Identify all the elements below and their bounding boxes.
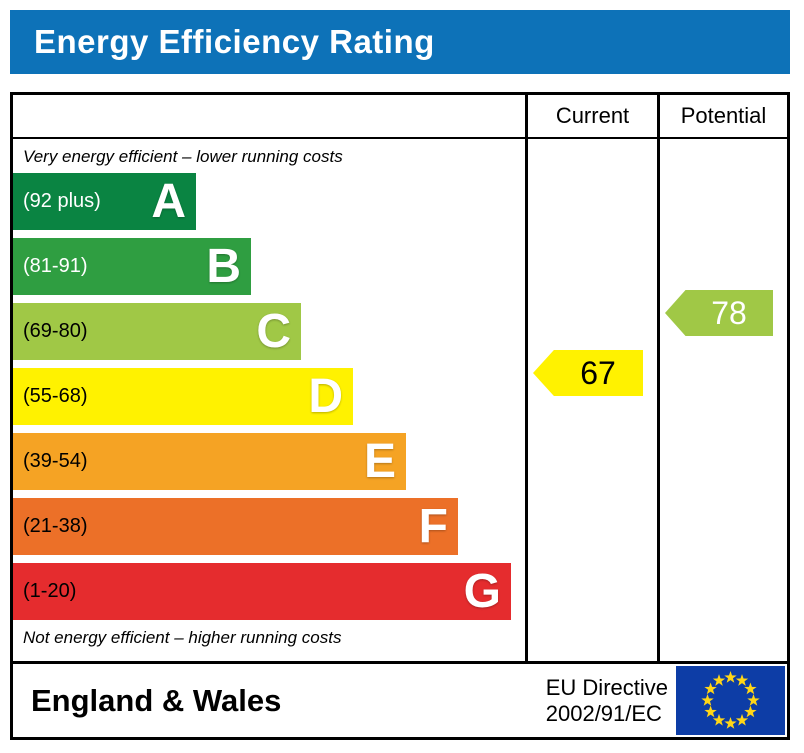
header-cell-potential: Potential — [657, 95, 787, 137]
eu-flag-star — [712, 674, 726, 686]
band-bar-f: (21-38) F — [13, 498, 458, 555]
current-rating-value: 67 — [580, 354, 616, 391]
eu-directive-line1: EU Directive — [545, 674, 668, 700]
eu-flag-star — [704, 682, 717, 695]
band-range-label: (92 plus) — [23, 190, 101, 212]
band-range-label: (55-68) — [23, 385, 88, 407]
eu-flag-star — [701, 694, 714, 706]
band-bar-g: (1-20) G — [13, 563, 511, 620]
band-letter: G — [463, 565, 501, 618]
band-bar-e: (39-54) E — [13, 433, 406, 490]
current-column — [525, 139, 657, 661]
band-letter: F — [418, 500, 448, 553]
band-row-c: (69-80) C — [13, 303, 525, 360]
header-cell-empty — [13, 95, 525, 137]
footer-region-label: England & Wales — [31, 682, 282, 718]
band-letter: E — [363, 435, 396, 488]
band-bar-c: (69-80) C — [13, 303, 301, 360]
band-row-a: (92 plus) A — [13, 173, 525, 230]
eu-flag-star — [735, 674, 749, 686]
band-range-label: (69-80) — [23, 320, 88, 342]
rating-table: Current Potential Very energy efficient … — [10, 92, 790, 740]
eu-flag-star — [744, 705, 757, 718]
band-letter: C — [256, 305, 291, 358]
eu-flag-star — [724, 671, 737, 683]
page-title: Energy Efficiency Rating — [34, 23, 435, 60]
caption-very-efficient: Very energy efficient – lower running co… — [23, 147, 343, 166]
band-range-label: (1-20) — [23, 580, 77, 602]
potential-rating-arrow: 78 — [665, 290, 773, 336]
band-row-f: (21-38) F — [13, 498, 525, 555]
caption-not-efficient: Not energy efficient – higher running co… — [23, 628, 342, 647]
band-bar-d: (55-68) D — [13, 368, 353, 425]
band-letter: B — [206, 240, 241, 293]
table-header-row: Current Potential — [13, 95, 787, 139]
header-cell-current: Current — [525, 95, 657, 137]
table-body-row: Very energy efficient – lower running co… — [13, 139, 787, 661]
table-footer-row: England & Wales EU Directive 2002/91/EC — [13, 661, 787, 737]
eu-flag-star — [735, 713, 749, 726]
band-range-label: (81-91) — [23, 255, 88, 277]
eu-flag-star — [712, 713, 726, 726]
eu-directive-label: EU Directive 2002/91/EC — [546, 675, 668, 727]
eu-flag-star — [724, 717, 737, 729]
band-row-b: (81-91) B — [13, 238, 525, 295]
band-letter: D — [308, 370, 343, 423]
eu-flag-star — [704, 705, 717, 718]
title-bar: Energy Efficiency Rating — [10, 10, 790, 74]
eu-flag-star — [744, 682, 757, 695]
eu-flag-star — [747, 694, 760, 706]
current-rating-arrow: 67 — [533, 350, 643, 396]
band-bar-a: (92 plus) A — [13, 173, 196, 230]
band-range-label: (21-38) — [23, 515, 88, 537]
potential-rating-value: 78 — [711, 294, 747, 331]
band-range-label: (39-54) — [23, 450, 88, 472]
band-bar-b: (81-91) B — [13, 238, 251, 295]
bands-container: (92 plus) A (81-91) B (69-80) C (55-68) D (39-54… — [13, 173, 525, 620]
band-letter: A — [151, 175, 186, 228]
eu-directive-line2: 2002/91/EC — [545, 700, 662, 726]
band-row-g: (1-20) G — [13, 563, 525, 620]
potential-column — [657, 139, 787, 661]
eu-flag-icon — [676, 666, 785, 735]
band-row-e: (39-54) E — [13, 433, 525, 490]
band-row-d: (55-68) D — [13, 368, 525, 425]
bands-column: Very energy efficient – lower running co… — [13, 139, 525, 661]
